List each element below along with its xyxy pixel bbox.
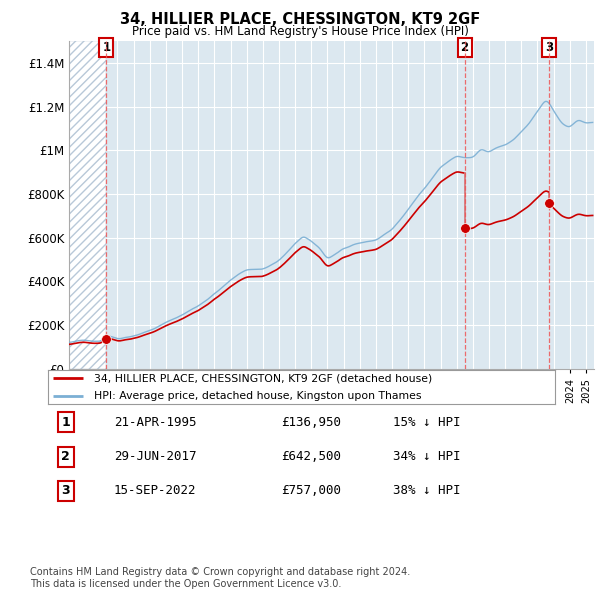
- Text: 2: 2: [461, 41, 469, 54]
- Text: 3: 3: [61, 484, 70, 497]
- Text: HPI: Average price, detached house, Kingston upon Thames: HPI: Average price, detached house, King…: [94, 391, 421, 401]
- Text: 29-JUN-2017: 29-JUN-2017: [114, 450, 196, 463]
- Text: 2: 2: [61, 450, 70, 463]
- Text: 15-SEP-2022: 15-SEP-2022: [114, 484, 196, 497]
- Text: 15% ↓ HPI: 15% ↓ HPI: [393, 416, 460, 429]
- Text: 3: 3: [545, 41, 553, 54]
- Text: 34, HILLIER PLACE, CHESSINGTON, KT9 2GF: 34, HILLIER PLACE, CHESSINGTON, KT9 2GF: [120, 12, 480, 27]
- Text: £136,950: £136,950: [281, 416, 341, 429]
- Text: 21-APR-1995: 21-APR-1995: [114, 416, 196, 429]
- Text: 38% ↓ HPI: 38% ↓ HPI: [393, 484, 460, 497]
- Text: 1: 1: [61, 416, 70, 429]
- Bar: [69, 41, 106, 369]
- Text: 34, HILLIER PLACE, CHESSINGTON, KT9 2GF (detached house): 34, HILLIER PLACE, CHESSINGTON, KT9 2GF …: [94, 373, 432, 384]
- Text: Price paid vs. HM Land Registry's House Price Index (HPI): Price paid vs. HM Land Registry's House …: [131, 25, 469, 38]
- Text: Contains HM Land Registry data © Crown copyright and database right 2024.
This d: Contains HM Land Registry data © Crown c…: [30, 567, 410, 589]
- Text: 1: 1: [102, 41, 110, 54]
- Text: £642,500: £642,500: [281, 450, 341, 463]
- Text: 34% ↓ HPI: 34% ↓ HPI: [393, 450, 460, 463]
- Text: £757,000: £757,000: [281, 484, 341, 497]
